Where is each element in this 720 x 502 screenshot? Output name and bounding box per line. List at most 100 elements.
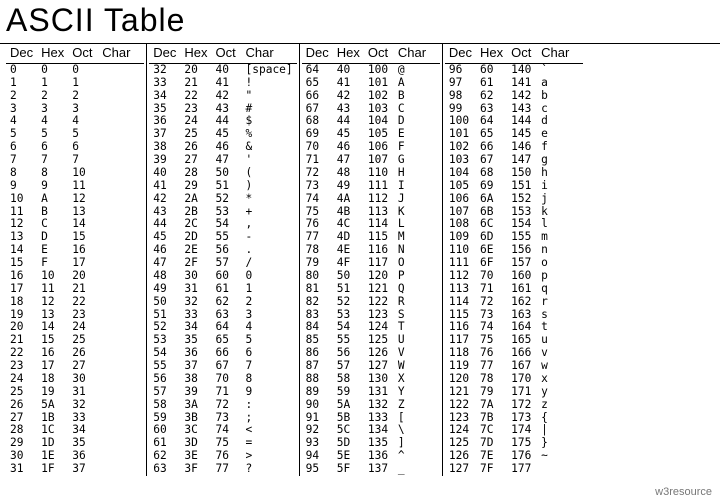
- table-row: 8050120P: [302, 270, 440, 283]
- cell-oct: 30: [68, 373, 98, 386]
- table-row: 181222: [6, 296, 144, 309]
- cell-char: 2: [242, 296, 297, 309]
- cell-char: [98, 218, 144, 231]
- column-header: Hex: [333, 44, 364, 63]
- cell-hex: 77: [476, 360, 507, 373]
- cell-dec: 72: [302, 167, 333, 180]
- table-row: 7147107G: [302, 154, 440, 167]
- cell-dec: 74: [302, 193, 333, 206]
- cell-char: I: [394, 180, 440, 193]
- ascii-block: DecHexOctChar9660140`9761141a9862142b996…: [443, 44, 585, 476]
- cell-dec: 55: [149, 360, 180, 373]
- cell-dec: 16: [6, 270, 37, 283]
- table-row: 7349111I: [302, 180, 440, 193]
- cell-oct: 151: [507, 180, 537, 193]
- cell-oct: 12: [68, 193, 98, 206]
- cell-char: [98, 321, 144, 334]
- column-header: Dec: [445, 44, 476, 63]
- cell-char: [98, 128, 144, 141]
- table-row: 5739719: [149, 386, 296, 399]
- cell-oct: 122: [364, 296, 394, 309]
- table-row: 8252122R: [302, 296, 440, 309]
- cell-char: [98, 244, 144, 257]
- cell-hex: 37: [180, 360, 211, 373]
- cell-dec: 65: [302, 77, 333, 90]
- cell-dec: 64: [302, 63, 333, 76]
- table-row: 472F57/: [149, 257, 296, 270]
- table-row: 8858130X: [302, 373, 440, 386]
- cell-hex: 7: [37, 154, 68, 167]
- table-row: 171121: [6, 283, 144, 296]
- cell-hex: 51: [333, 283, 364, 296]
- cell-oct: 77: [212, 463, 242, 476]
- table-row: 11977167w: [445, 360, 583, 373]
- cell-char: 1: [242, 283, 297, 296]
- cell-hex: 50: [333, 270, 364, 283]
- footer-credit: w3resource: [655, 486, 712, 498]
- cell-dec: 106: [445, 193, 476, 206]
- table-row: 402850(: [149, 167, 296, 180]
- cell-oct: 132: [364, 399, 394, 412]
- cell-dec: 0: [6, 63, 37, 76]
- cell-dec: 2: [6, 90, 37, 103]
- cell-hex: 17: [37, 360, 68, 373]
- cell-dec: 119: [445, 360, 476, 373]
- cell-oct: 160: [507, 270, 537, 283]
- cell-dec: 105: [445, 180, 476, 193]
- cell-hex: 8: [37, 167, 68, 180]
- cell-char: o: [537, 257, 583, 270]
- cell-dec: 103: [445, 154, 476, 167]
- table-row: 10468150h: [445, 167, 583, 180]
- cell-oct: 22: [68, 296, 98, 309]
- table-row: 311F37: [6, 463, 144, 476]
- cell-char: [98, 257, 144, 270]
- cell-char: !: [242, 77, 297, 90]
- cell-oct: 62: [212, 296, 242, 309]
- cell-oct: 157: [507, 257, 537, 270]
- table-row: 6642102B: [302, 90, 440, 103]
- column-header: Char: [98, 44, 144, 63]
- cell-oct: 27: [68, 360, 98, 373]
- cell-dec: 114: [445, 296, 476, 309]
- cell-oct: 171: [507, 386, 537, 399]
- cell-dec: 63: [149, 463, 180, 476]
- cell-hex: 79: [476, 386, 507, 399]
- cell-char: ~: [537, 450, 583, 463]
- cell-char: [98, 167, 144, 180]
- column-header: Oct: [364, 44, 394, 63]
- cell-char: 9: [242, 386, 297, 399]
- column-header: Dec: [6, 44, 37, 63]
- cell-dec: 56: [149, 373, 180, 386]
- cell-oct: 111: [364, 180, 394, 193]
- cell-dec: 127: [445, 463, 476, 476]
- cell-dec: 39: [149, 154, 180, 167]
- cell-oct: 42: [212, 90, 242, 103]
- cell-dec: 87: [302, 360, 333, 373]
- table-row: 342242": [149, 90, 296, 103]
- cell-char: [98, 90, 144, 103]
- cell-oct: 67: [212, 360, 242, 373]
- cell-dec: 71: [302, 154, 333, 167]
- cell-hex: 39: [180, 386, 211, 399]
- cell-hex: 32: [180, 296, 211, 309]
- cell-dec: 32: [149, 63, 180, 76]
- cell-oct: 120: [364, 270, 394, 283]
- cell-char: [98, 412, 144, 425]
- ascii-table-container: DecHexOctChar000111222333444555666777881…: [0, 44, 720, 476]
- cell-hex: 38: [180, 373, 211, 386]
- cell-dec: 82: [302, 296, 333, 309]
- cell-dec: 31: [6, 463, 37, 476]
- table-row: 905A132Z: [302, 399, 440, 412]
- cell-dec: 79: [302, 257, 333, 270]
- cell-hex: 10: [37, 270, 68, 283]
- cell-oct: 2: [68, 90, 98, 103]
- cell-oct: 131: [364, 386, 394, 399]
- table-row: 8959131Y: [302, 386, 440, 399]
- table-row: 11472162r: [445, 296, 583, 309]
- cell-oct: 130: [364, 373, 394, 386]
- cell-hex: 18: [37, 373, 68, 386]
- cell-char: [98, 450, 144, 463]
- cell-oct: 61: [212, 283, 242, 296]
- cell-oct: 140: [507, 63, 537, 76]
- cell-hex: A: [37, 193, 68, 206]
